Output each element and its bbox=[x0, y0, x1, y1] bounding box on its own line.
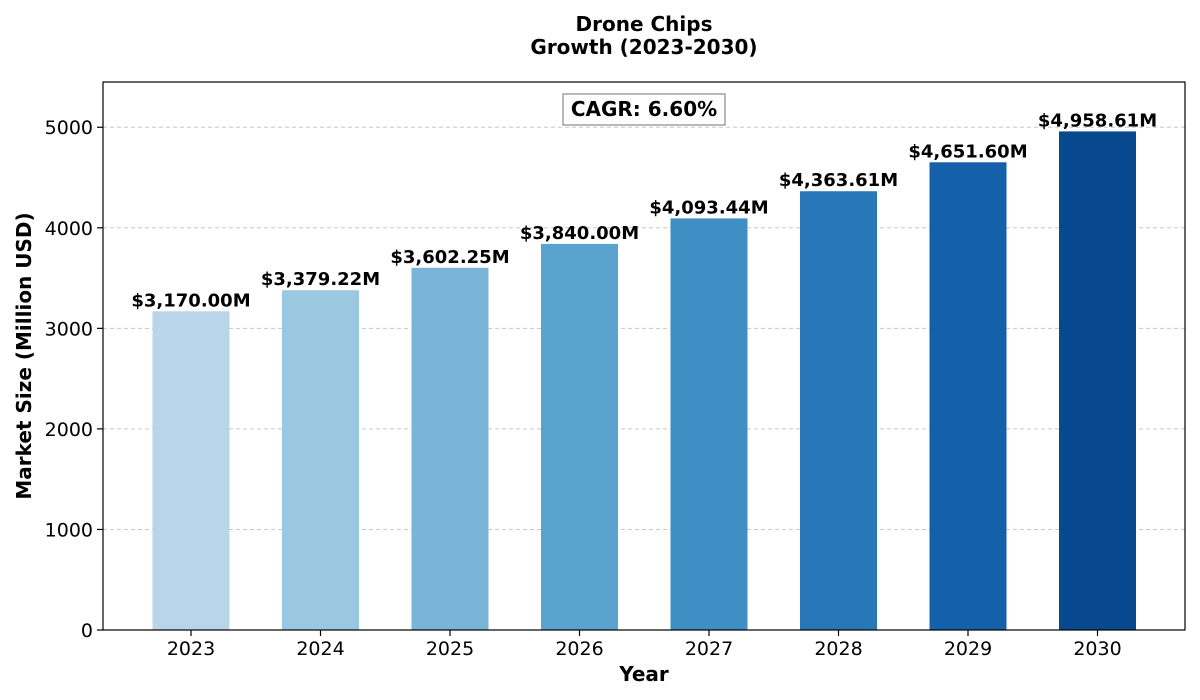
x-tick-label-2028: 2028 bbox=[814, 638, 862, 660]
x-tick-label-2026: 2026 bbox=[555, 638, 603, 660]
cagr-box bbox=[562, 93, 726, 126]
data-label-2028: $4,363.61M bbox=[779, 170, 898, 191]
y-tick-label: 0 bbox=[81, 620, 93, 642]
x-tick-label-2030: 2030 bbox=[1073, 638, 1121, 660]
bar-2029 bbox=[929, 162, 1007, 630]
plot-frame bbox=[102, 81, 1186, 631]
x-axis-ticks: 2023 2024 2025 2026 2027 2028 2029 2030 bbox=[167, 630, 1122, 660]
grid-lines bbox=[103, 126, 1185, 530]
y-tick-label: 5000 bbox=[45, 117, 93, 139]
bar-2030 bbox=[1059, 131, 1136, 630]
data-label-2029: $4,651.60M bbox=[908, 141, 1027, 162]
data-label-2027: $4,093.44M bbox=[649, 197, 768, 218]
cagr-annotation: CAGR: 6.60% bbox=[562, 93, 726, 126]
bar-2025 bbox=[411, 267, 489, 630]
x-tick-label-2024: 2024 bbox=[296, 638, 344, 660]
y-axis-ticks: 0 1000 2000 3000 4000 5000 bbox=[45, 117, 103, 642]
bar-2026 bbox=[541, 243, 618, 631]
y-axis-label: Market Size (Million USD) bbox=[12, 212, 36, 499]
bar-2028 bbox=[800, 191, 877, 631]
y-tick-label: 2000 bbox=[45, 419, 93, 441]
chart-title-line-1: Drone Chips bbox=[576, 12, 713, 36]
bars bbox=[152, 131, 1136, 631]
data-label-2023: $3,170.00M bbox=[131, 290, 250, 311]
y-tick-label: 3000 bbox=[45, 318, 93, 340]
data-label-2026: $3,840.00M bbox=[520, 223, 639, 244]
x-tick-label-2027: 2027 bbox=[685, 638, 733, 660]
data-label-2030: $4,958.61M bbox=[1038, 110, 1157, 131]
chart-title-line-2: Growth (2023-2030) bbox=[530, 35, 757, 59]
x-tick-label-2023: 2023 bbox=[167, 638, 215, 660]
bar-2024 bbox=[282, 290, 359, 630]
y-tick-label: 1000 bbox=[45, 519, 93, 541]
x-tick-label-2025: 2025 bbox=[426, 638, 474, 660]
bar-2027 bbox=[670, 218, 748, 631]
y-tick-label: 4000 bbox=[45, 218, 93, 240]
data-labels: $3,170.00M $3,379.22M $3,602.25M $3,840.00M… bbox=[131, 110, 1157, 311]
x-tick-label-2029: 2029 bbox=[944, 638, 992, 660]
cagr-text: CAGR: 6.60% bbox=[571, 97, 717, 121]
x-axis-label: Year bbox=[618, 662, 669, 686]
data-label-2025: $3,602.25M bbox=[390, 247, 509, 268]
bar-2023 bbox=[152, 311, 230, 630]
data-label-2024: $3,379.22M bbox=[261, 269, 380, 290]
